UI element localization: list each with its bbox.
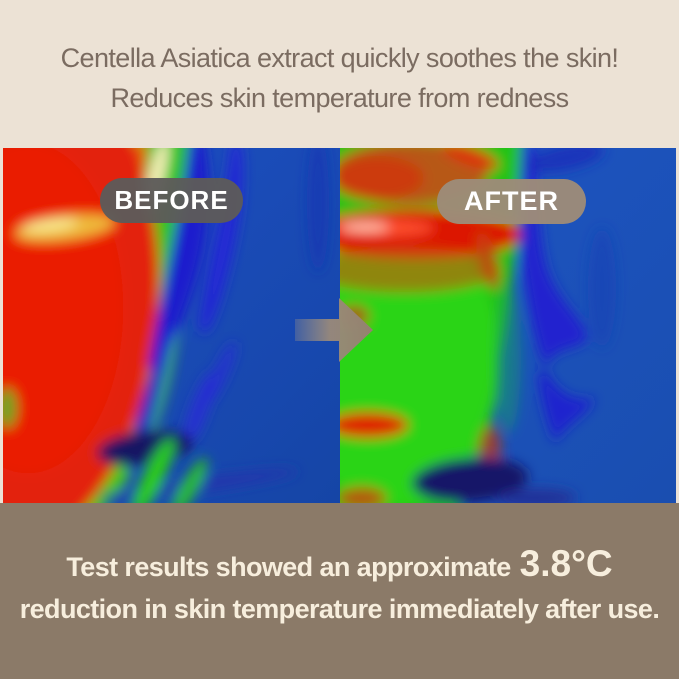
footer-line-1-text: Test results showed an approximate xyxy=(66,552,511,582)
footer-line-1: Test results showed an approximate 3.8°C xyxy=(66,543,612,588)
before-badge: BEFORE xyxy=(100,178,243,223)
footer-section: Test results showed an approximate 3.8°C… xyxy=(0,503,679,679)
thermal-comparison: BEFORE AFTER xyxy=(0,148,679,503)
after-badge-label: AFTER xyxy=(464,186,559,216)
right-arrow-icon xyxy=(295,298,373,362)
after-thermal-svg xyxy=(340,148,676,503)
header-line-2: Reduces skin temperature from redness xyxy=(110,83,569,113)
header-line-1: Centella Asiatica extract quickly soothe… xyxy=(60,43,619,73)
temperature-value: 3.8°C xyxy=(519,543,613,584)
footer-line-2: reduction in skin temperature immediatel… xyxy=(19,594,660,624)
after-thermal-image xyxy=(340,148,676,503)
header-section: Centella Asiatica extract quickly soothe… xyxy=(0,0,679,148)
after-badge: AFTER xyxy=(437,179,586,224)
before-badge-label: BEFORE xyxy=(114,185,229,215)
